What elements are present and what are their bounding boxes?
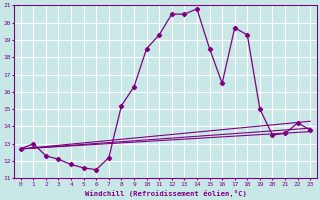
X-axis label: Windchill (Refroidissement éolien,°C): Windchill (Refroidissement éolien,°C) [84,190,246,197]
